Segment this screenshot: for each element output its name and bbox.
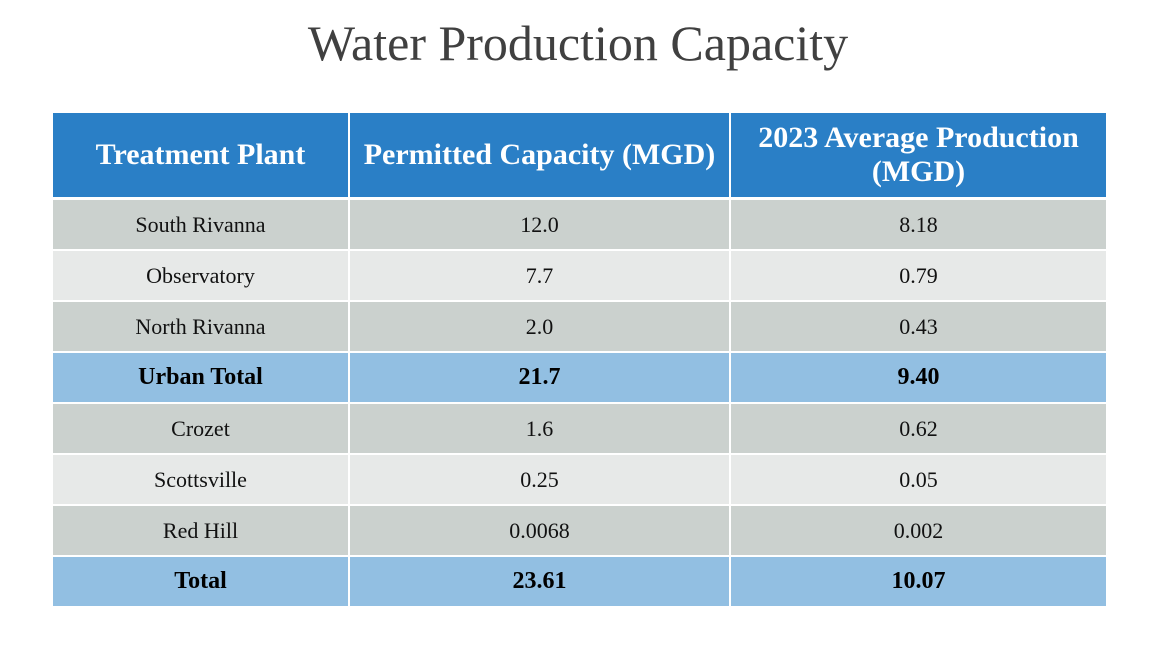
average-production: 0.79: [730, 250, 1106, 302]
permitted-capacity: 21.7: [349, 352, 731, 404]
subtotal-row: Urban Total 21.7 9.40: [53, 352, 1106, 404]
plant-name: Urban Total: [53, 352, 350, 404]
plant-name: North Rivanna: [53, 301, 350, 353]
plant-name: Crozet: [53, 403, 350, 455]
table-row: South Rivanna 12.0 8.18: [53, 198, 1106, 251]
permitted-capacity: 1.6: [349, 403, 731, 455]
plant-name: Total: [53, 556, 350, 608]
header-treatment-plant: Treatment Plant: [53, 113, 350, 200]
permitted-capacity: 0.25: [349, 454, 731, 506]
average-production: 0.62: [730, 403, 1106, 455]
plant-name: Scottsville: [53, 454, 350, 506]
table-body: South Rivanna 12.0 8.18 Observatory 7.7 …: [53, 198, 1106, 608]
average-production: 10.07: [730, 556, 1106, 608]
permitted-capacity: 2.0: [349, 301, 731, 353]
average-production: 0.05: [730, 454, 1106, 506]
plant-name: Red Hill: [53, 505, 350, 557]
average-production: 0.002: [730, 505, 1106, 557]
table-row: Scottsville 0.25 0.05: [53, 454, 1106, 506]
header-permitted-capacity: Permitted Capacity (MGD): [349, 113, 731, 200]
table-row: Crozet 1.6 0.62: [53, 403, 1106, 455]
permitted-capacity: 0.0068: [349, 505, 731, 557]
page-title: Water Production Capacity: [307, 15, 849, 71]
permitted-capacity: 7.7: [349, 250, 731, 302]
table-row: Red Hill 0.0068 0.002: [53, 505, 1106, 557]
table-row: North Rivanna 2.0 0.43: [53, 301, 1106, 353]
header-average-production: 2023 Average Production (MGD): [730, 113, 1106, 200]
table-row: Observatory 7.7 0.79: [53, 250, 1106, 302]
capacity-table: Treatment Plant Permitted Capacity (MGD)…: [53, 113, 1106, 608]
average-production: 0.43: [730, 301, 1106, 353]
permitted-capacity: 12.0: [349, 198, 731, 251]
plant-name: Observatory: [53, 250, 350, 302]
total-row: Total 23.61 10.07: [53, 556, 1106, 608]
average-production: 9.40: [730, 352, 1106, 404]
average-production: 8.18: [730, 198, 1106, 251]
permitted-capacity: 23.61: [349, 556, 731, 608]
plant-name: South Rivanna: [53, 198, 350, 251]
header-row: Treatment Plant Permitted Capacity (MGD)…: [53, 113, 1106, 200]
